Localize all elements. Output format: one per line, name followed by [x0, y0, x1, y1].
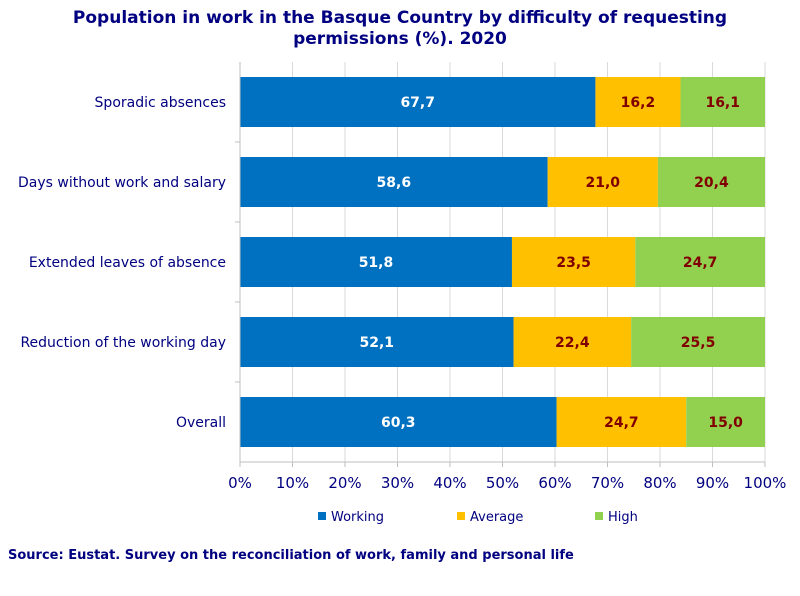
- bar-working: [240, 237, 512, 287]
- bar-average: [511, 237, 636, 287]
- data-label: 52,1: [359, 335, 394, 351]
- source-note: Source: Eustat. Survey on the reconcilia…: [8, 548, 574, 563]
- x-tick-label: 10%: [276, 474, 309, 492]
- data-label: 51,8: [359, 255, 394, 271]
- legend-label-average: Average: [470, 510, 523, 525]
- bar-high: [631, 317, 765, 367]
- category-label: Extended leaves of absence: [29, 255, 226, 271]
- bar-high: [686, 397, 765, 447]
- chart-title: Population in work in the Basque Country…: [0, 8, 800, 50]
- data-label: 16,1: [705, 95, 740, 111]
- legend-swatch-high: [595, 512, 603, 520]
- x-tick-label: 30%: [381, 474, 414, 492]
- category-label: Overall: [176, 415, 226, 431]
- bar-average: [556, 397, 687, 447]
- bar-average: [513, 317, 632, 367]
- chart-title-line-2: permissions (%). 2020: [293, 29, 507, 49]
- data-label: 22,4: [555, 335, 590, 351]
- x-tick-label: 100%: [744, 474, 787, 492]
- bar-average: [595, 77, 681, 127]
- data-label: 16,2: [621, 95, 656, 111]
- category-label: Sporadic absences: [95, 95, 226, 111]
- legend-swatch-working: [318, 512, 326, 520]
- bar-high: [680, 77, 765, 127]
- bar-average: [547, 157, 658, 207]
- legend-label-high: High: [608, 510, 638, 525]
- axis-layer: 0% 10% 20% 30% 40% 50% 60% 70% 80% 90% 100% Sporadi…: [18, 62, 786, 492]
- x-tick-label: 80%: [643, 474, 676, 492]
- category-label: Reduction of the working day: [20, 335, 226, 351]
- x-tick-label: 50%: [486, 474, 519, 492]
- data-label: 23,5: [556, 255, 591, 271]
- bar-high: [657, 157, 765, 207]
- data-label: 21,0: [586, 175, 621, 191]
- bars-layer: 67,7 16,2 16,1 58,6 21,0 20,4 51,8 23,5 24,7 52,1…: [240, 77, 765, 447]
- chart-title-line-1: Population in work in the Basque Country…: [72, 8, 728, 28]
- bar-high: [635, 237, 765, 287]
- x-tick-label: 40%: [433, 474, 466, 492]
- x-tick-label: 0%: [228, 474, 252, 492]
- bar-working: [240, 77, 596, 127]
- legend-swatch-average: [457, 512, 465, 520]
- x-tick-label: 70%: [591, 474, 624, 492]
- category-label: Days without work and salary: [18, 175, 226, 191]
- legend-label-working: Working: [331, 510, 384, 525]
- data-label: 67,7: [400, 95, 435, 111]
- data-label: 24,7: [683, 255, 718, 271]
- x-tick-label: 90%: [696, 474, 729, 492]
- data-label: 24,7: [604, 415, 639, 431]
- bar-working: [240, 397, 557, 447]
- data-label: 20,4: [694, 175, 729, 191]
- data-label: 58,6: [377, 175, 412, 191]
- legend: Working Average High: [318, 510, 638, 525]
- bar-working: [240, 317, 514, 367]
- x-tick-label: 60%: [538, 474, 571, 492]
- data-label: 25,5: [681, 335, 716, 351]
- bar-working: [240, 157, 548, 207]
- x-tick-label: 20%: [328, 474, 361, 492]
- data-label: 60,3: [381, 415, 416, 431]
- data-label: 15,0: [708, 415, 743, 431]
